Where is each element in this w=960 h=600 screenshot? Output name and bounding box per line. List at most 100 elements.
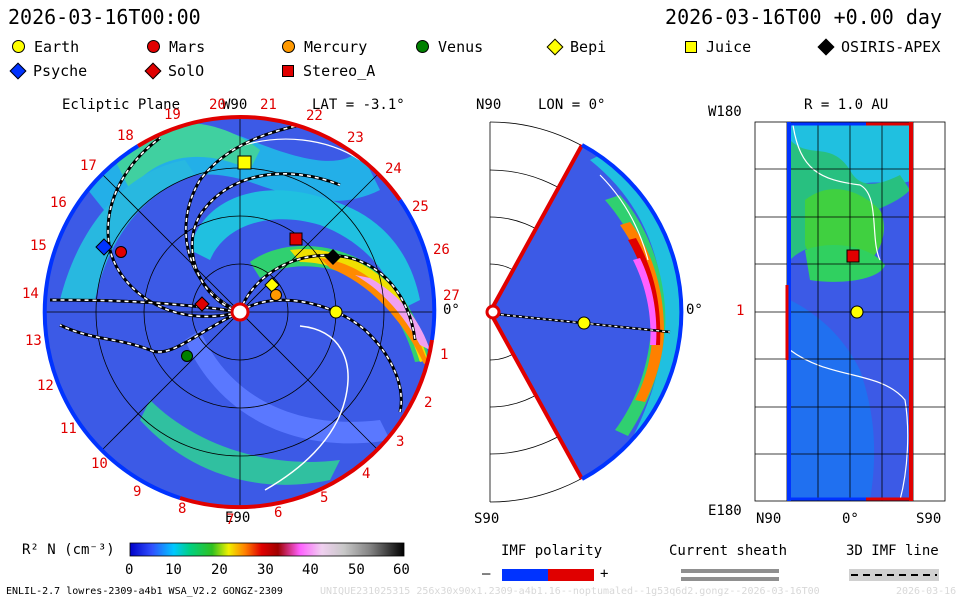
current-sheath-title: Current sheath [669, 543, 788, 559]
meridional-top-left: N90 [476, 97, 502, 113]
imf-line-earth-dash [239, 299, 402, 413]
imf-line-west [49, 298, 241, 314]
carr-9: 9 [133, 484, 142, 500]
imf-polarity-negative [502, 569, 548, 581]
legend-mars: Mars [147, 38, 205, 56]
psyche-marker [95, 238, 113, 256]
legend-bepi-label: Bepi [570, 38, 607, 56]
carr-25: 25 [412, 199, 429, 215]
legend-psyche: Psyche [9, 62, 88, 80]
ecliptic-rim-red-south [179, 339, 434, 510]
legend-psyche-label: Psyche [33, 62, 88, 80]
latlon-sheath-contour-2 [789, 349, 909, 501]
carr-19: 19 [164, 107, 181, 123]
ecliptic-imf-lines [49, 123, 417, 413]
colorbar-tick-20: 20 [211, 562, 228, 578]
footer-date: 2026-03-16 [896, 586, 957, 597]
carr-14: 14 [22, 286, 39, 302]
imf-line-juice-dash [185, 124, 301, 313]
timestamp-left: 2026-03-16T00:00 [8, 5, 201, 29]
legend-earth-label: Earth [34, 38, 80, 56]
carr-6: 6 [274, 505, 283, 521]
ecliptic-sheath-contour-2 [229, 138, 361, 161]
imf-line-a-dash [191, 173, 341, 313]
carr-1: 1 [440, 347, 449, 363]
solo-marker [194, 296, 210, 312]
carr-15: 15 [30, 238, 47, 254]
ecliptic-pink-band [355, 275, 430, 350]
earth-marker-icon [12, 40, 25, 53]
latlon-bottom-right: S90 [916, 511, 942, 527]
carr-8: 8 [178, 501, 187, 517]
juice-marker [237, 155, 252, 170]
latlon-south-shade [790, 300, 875, 500]
latlon-earth-marker [850, 305, 864, 319]
latlon-sheath-contour-1 [792, 124, 881, 261]
current-sheath-line-1 [681, 569, 779, 573]
carr-4: 4 [362, 466, 371, 482]
ecliptic-title: Ecliptic Plane [62, 97, 181, 113]
legend-juice-label: Juice [706, 38, 752, 56]
carr-22: 22 [306, 108, 323, 124]
imf-line-psyche-dash [107, 137, 241, 318]
legend-bepi: Bepi [546, 38, 607, 56]
legend-osiris-apex: OSIRIS-APEX [817, 38, 941, 56]
carr-5: 5 [320, 490, 329, 506]
legend-solo-label: SolO [168, 62, 205, 80]
latlon-grid [754, 121, 946, 502]
colorbar-tick-30: 30 [257, 562, 274, 578]
ecliptic-south-stream [140, 400, 340, 485]
meridional-rim [581, 143, 684, 481]
colorbar-tick-0: 0 [125, 562, 134, 578]
mars-marker [115, 246, 127, 258]
colorbar-tick-60: 60 [393, 562, 410, 578]
imf-polarity-plus: + [600, 566, 609, 582]
latlon-bottom-far-left: N90 [756, 511, 782, 527]
mercury-marker-icon [282, 40, 295, 53]
latlon-stereo-a-marker [846, 249, 860, 263]
ecliptic-lat: LAT = -3.1° [312, 97, 405, 113]
carr-17: 17 [80, 158, 97, 174]
carr-3: 3 [396, 434, 405, 450]
carr-13: 13 [25, 333, 42, 349]
ecliptic-sheath-contour [264, 325, 349, 491]
timestamp-right: 2026-03-16T00 +0.00 day [665, 5, 942, 29]
legend-mars-label: Mars [169, 38, 206, 56]
meridional-bottom-left: S90 [474, 511, 500, 527]
meridional-right-label: 0° [686, 302, 703, 318]
meridional-orange-band [620, 222, 664, 402]
stereo-a-marker-icon [282, 65, 294, 77]
legend-earth: Earth [12, 38, 79, 56]
osiris-apex-marker [325, 249, 341, 265]
colorbar-tick-40: 40 [302, 562, 319, 578]
colorbar-tick-10: 10 [165, 562, 182, 578]
legend-venus-label: Venus [438, 38, 484, 56]
meridional-sheath-contour [599, 174, 649, 261]
venus-marker [181, 350, 193, 362]
venus-marker-icon [416, 40, 429, 53]
ecliptic-west-stream [60, 160, 195, 300]
latlon-radius: R = 1.0 AU [804, 97, 889, 113]
stereo-a-marker [289, 232, 303, 246]
legend-solo: SolO [144, 62, 205, 80]
meridional-imf-line-dash [494, 313, 671, 333]
legend-mercury-label: Mercury [304, 38, 368, 56]
imf-polarity-minus: – [482, 566, 491, 582]
mercury-marker [270, 289, 282, 301]
earth-marker [329, 305, 343, 319]
legend-venus: Venus [416, 38, 483, 56]
legend-osiris-apex-label: OSIRIS-APEX [841, 38, 941, 56]
ecliptic-rim-red-north [136, 115, 402, 202]
ecliptic-stream-1 [190, 190, 420, 310]
colorbar-gradient [129, 542, 405, 557]
ecliptic-panel [42, 115, 437, 510]
latlon-bottom-left: E180 [708, 503, 742, 519]
carr-20: 20 [209, 97, 226, 113]
mars-marker-icon [147, 40, 160, 53]
imf-line-title: 3D IMF line [846, 543, 939, 559]
meridional-edge-north [488, 144, 584, 313]
colorbar-label: R² N (cm⁻³) [22, 542, 115, 558]
imf-polarity-positive [548, 569, 594, 581]
sun-icon [230, 302, 250, 322]
carr-12: 12 [37, 378, 54, 394]
